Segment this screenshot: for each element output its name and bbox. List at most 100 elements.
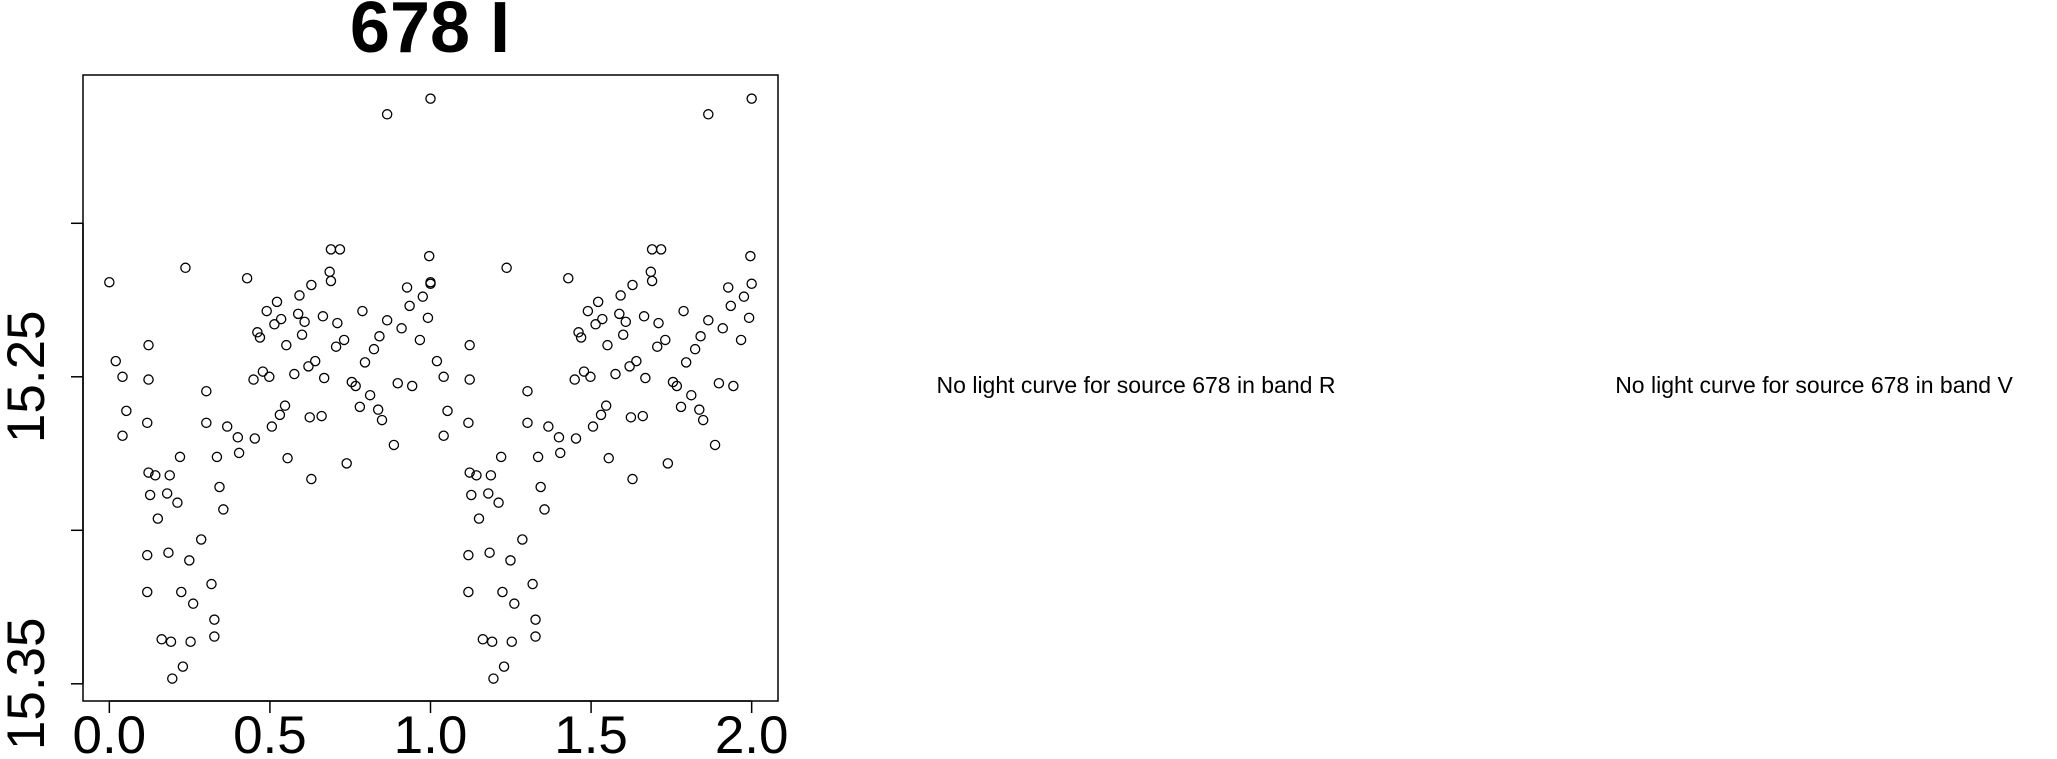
data-point — [152, 513, 164, 524]
data-point — [486, 636, 498, 647]
data-point — [506, 636, 518, 647]
data-point — [680, 357, 692, 368]
x-tick-label: 1.5 — [554, 706, 628, 759]
data-point — [495, 451, 507, 463]
data-point — [603, 452, 614, 464]
data-point — [164, 470, 175, 481]
data-point — [497, 586, 508, 598]
data-point — [257, 366, 269, 377]
data-point — [709, 439, 721, 451]
data-point — [334, 244, 346, 255]
data-point — [722, 282, 734, 293]
data-point — [296, 329, 308, 340]
data-point — [543, 421, 554, 432]
data-point — [325, 244, 337, 255]
data-point — [725, 300, 737, 312]
data-point — [174, 451, 186, 463]
data-point — [292, 308, 304, 320]
data-point — [214, 481, 225, 493]
data-point — [316, 410, 327, 422]
data-point — [254, 332, 266, 343]
data-point — [404, 300, 415, 312]
data-point — [484, 547, 495, 558]
data-point — [463, 586, 474, 598]
data-point — [324, 266, 335, 278]
data-point — [638, 311, 650, 322]
data-point — [438, 371, 449, 383]
data-point — [303, 361, 314, 372]
data-point — [640, 372, 651, 384]
data-point — [660, 334, 671, 346]
data-point — [163, 547, 174, 558]
data-point — [653, 317, 664, 329]
data-point — [218, 504, 229, 515]
data-point — [264, 371, 275, 383]
data-point — [406, 380, 418, 392]
data-point — [141, 417, 153, 429]
data-point — [553, 432, 565, 443]
data-point — [121, 405, 132, 417]
data-point — [165, 636, 177, 647]
data-point — [477, 634, 489, 645]
data-point — [501, 262, 512, 274]
data-point — [466, 489, 477, 501]
data-point — [655, 244, 667, 255]
data-point — [471, 470, 482, 481]
data-point — [646, 244, 658, 255]
data-point — [388, 439, 400, 451]
data-point — [703, 315, 714, 326]
data-point — [597, 313, 608, 325]
data-point — [211, 451, 223, 463]
data-point — [184, 555, 195, 566]
data-point — [248, 374, 259, 385]
data-point — [713, 377, 725, 389]
data-point — [485, 470, 497, 481]
data-point — [431, 355, 443, 367]
data-point — [141, 586, 153, 598]
data-point — [150, 470, 161, 481]
data-point — [582, 305, 594, 317]
data-point — [143, 374, 154, 385]
data-point — [232, 432, 244, 443]
data-point — [306, 279, 317, 291]
data-point — [694, 404, 705, 415]
data-point — [686, 389, 697, 401]
data-point — [266, 421, 278, 432]
data-point — [498, 661, 510, 672]
data-point — [274, 409, 286, 421]
data-point — [631, 355, 642, 367]
data-point — [527, 578, 538, 590]
data-point — [735, 334, 747, 346]
data-point — [505, 555, 516, 566]
data-point — [627, 279, 638, 291]
data-point — [330, 341, 342, 352]
data-point — [117, 430, 128, 441]
data-point — [745, 250, 756, 262]
data-point — [483, 488, 494, 499]
data-point — [473, 513, 485, 524]
data-point — [161, 488, 173, 499]
data-point — [417, 291, 429, 302]
data-point — [374, 331, 385, 342]
data-point — [493, 497, 504, 508]
data-point — [425, 276, 436, 288]
data-point — [595, 409, 607, 421]
data-point — [573, 327, 584, 338]
data-point — [368, 343, 380, 355]
data-point — [463, 549, 474, 561]
data-point — [281, 339, 292, 351]
data-point — [539, 504, 550, 515]
data-point — [201, 385, 212, 397]
data-point — [392, 377, 403, 389]
data-point — [185, 636, 196, 647]
data-point — [464, 467, 475, 478]
plot-frame — [82, 74, 779, 702]
data-point — [522, 385, 533, 397]
data-point — [746, 278, 757, 290]
data-point — [590, 319, 601, 330]
data-point — [221, 421, 233, 432]
data-point — [401, 282, 413, 293]
data-point — [422, 312, 434, 324]
data-point — [578, 366, 590, 377]
data-point — [563, 272, 574, 284]
